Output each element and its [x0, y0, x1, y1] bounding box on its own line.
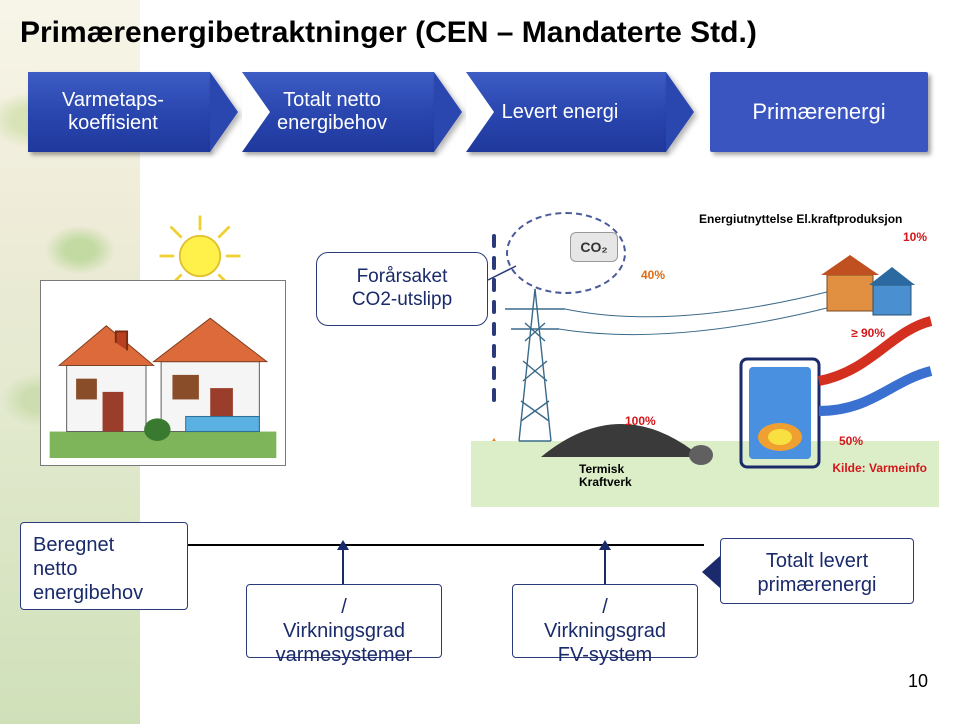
- arrow-chevron-label-0: Varmetaps- koeffisient: [44, 89, 194, 135]
- process-arrow-row: Varmetaps- koeffisient Totalt netto energ…: [20, 72, 940, 158]
- box-virkningsgrad-varmesystemer: / Virkningsgrad varmesystemer: [246, 584, 442, 658]
- box-totalt-levert: Totalt levert primærenergi: [720, 538, 914, 604]
- page-title: Primærenergibetraktninger (CEN – Mandate…: [20, 16, 946, 50]
- pct-100: 100%: [625, 415, 656, 428]
- house-illustration: [40, 280, 286, 466]
- plant-header: Energiutnyttelse El.kraftproduksjon: [699, 213, 929, 226]
- pct-90: ≥ 90%: [851, 327, 885, 340]
- pct-40: 40%: [641, 269, 665, 282]
- power-plant-illustration: Energiutnyttelse El.kraftproduksjon 10% …: [470, 210, 938, 506]
- arrow-chevron-0: Varmetaps- koeffisient: [28, 72, 210, 152]
- arrow-up-virk1: [342, 548, 344, 584]
- arrow-box-primaerenergi: Primærenergi: [710, 72, 928, 152]
- thermal-label: Termisk Kraftverk: [579, 463, 632, 489]
- arrow-chevron-1: Totalt netto energibehov: [242, 72, 434, 152]
- slide-content: Primærenergibetraktninger (CEN – Mandate…: [0, 0, 960, 714]
- diagram-area: Forårsaket CO2-utslipp CO₂: [14, 166, 946, 706]
- pct-50: 50%: [839, 435, 863, 448]
- co2-callout: Forårsaket CO2-utslipp: [316, 252, 488, 326]
- pct-10: 10%: [903, 231, 927, 244]
- arrow-label-primaerenergi: Primærenergi: [752, 99, 885, 125]
- source-label: Kilde: Varmeinfo: [832, 461, 927, 475]
- arrow-chevron-label-2: Levert energi: [484, 101, 649, 124]
- box-beregnet: Beregnet netto energibehov: [20, 522, 188, 610]
- arrow-chevron-label-1: Totalt netto energibehov: [259, 89, 417, 135]
- flow-line: [186, 544, 704, 546]
- co2-callout-label: Forårsaket CO2-utslipp: [352, 266, 452, 312]
- slide-number: 10: [908, 671, 928, 692]
- arrow-up-virk2: [604, 548, 606, 584]
- arrow-left-totalt: [702, 556, 720, 588]
- box-virkningsgrad-fv: / Virkningsgrad FV-system: [512, 584, 698, 658]
- arrow-chevron-2: Levert energi: [466, 72, 666, 152]
